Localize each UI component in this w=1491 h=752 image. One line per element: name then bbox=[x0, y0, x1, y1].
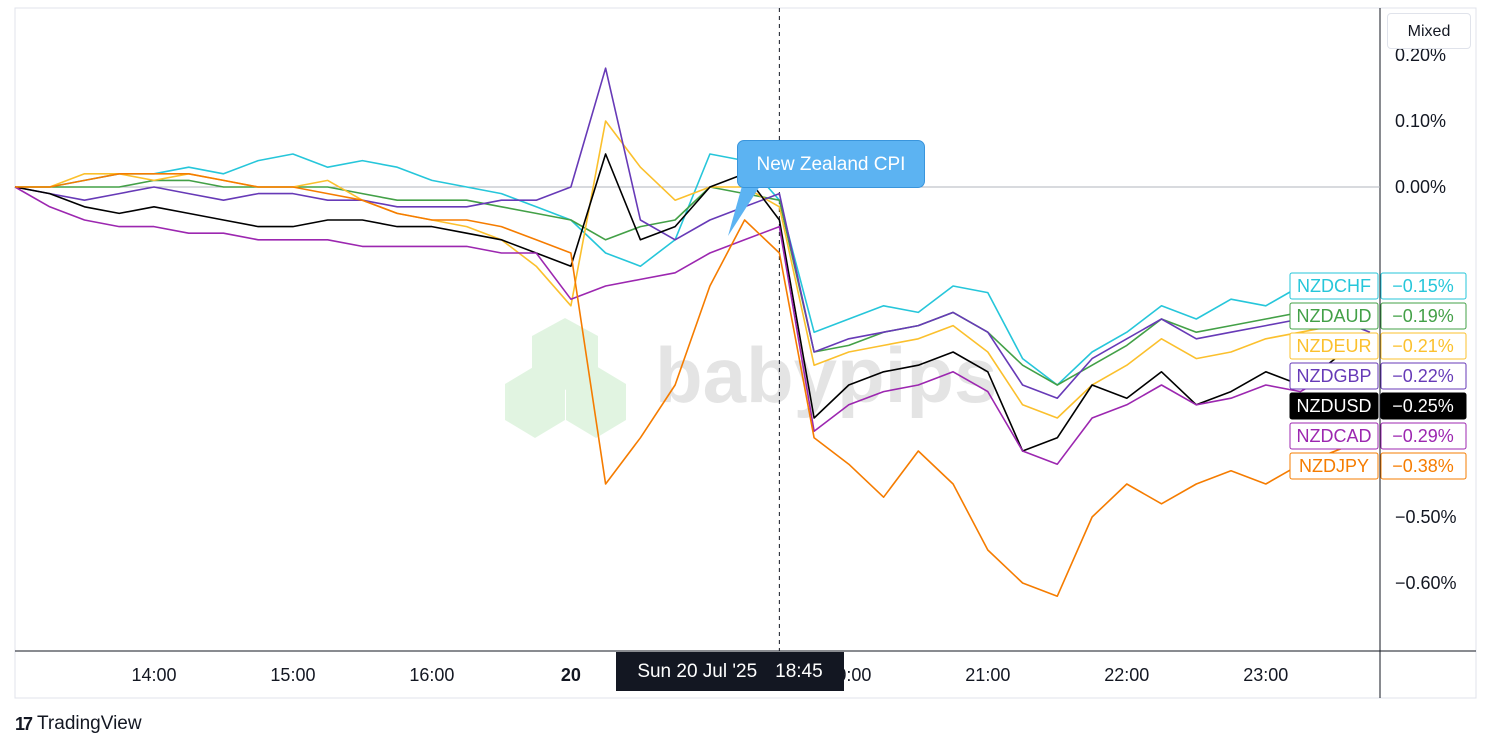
legend-last-value: −0.19% bbox=[1392, 306, 1454, 326]
series-line-nzdjpy[interactable] bbox=[15, 173, 1371, 598]
crosshair-date: Sun 20 Jul '25 bbox=[637, 661, 758, 682]
price-axis[interactable]: 0.20% 0.10% 0.00% −0.50% −0.60% bbox=[1395, 45, 1457, 593]
event-label-new-zealand-cpi[interactable]: New Zealand CPI bbox=[737, 140, 925, 188]
y-tick-label: 0.10% bbox=[1395, 111, 1446, 131]
legend-nzdusd[interactable]: NZDUSD −0.25% bbox=[1289, 392, 1467, 420]
legend-nzdaud[interactable]: NZDAUD −0.19% bbox=[1289, 302, 1467, 330]
legend-last-value: −0.21% bbox=[1392, 336, 1454, 356]
legend-symbol: NZDGBP bbox=[1296, 366, 1371, 386]
crosshair-date-label: Sun 20 Jul '25 18:45 bbox=[616, 652, 844, 691]
legend-symbol: NZDCAD bbox=[1297, 426, 1372, 446]
series-lines bbox=[14, 67, 1371, 598]
y-tick-label: −0.50% bbox=[1395, 507, 1457, 527]
babypips-watermark: babypips bbox=[505, 318, 997, 438]
event-bubble-pointer bbox=[728, 186, 760, 236]
legend-nzdjpy[interactable]: NZDJPY −0.38% bbox=[1289, 452, 1467, 480]
watermark-text: babypips bbox=[655, 331, 997, 419]
legend-nzdeur[interactable]: NZDEUR −0.21% bbox=[1289, 332, 1467, 360]
legend-last-value: −0.29% bbox=[1392, 426, 1454, 446]
tradingview-brand[interactable]: 17 TradingView bbox=[15, 713, 142, 735]
mixed-mode-button[interactable]: Mixed bbox=[1387, 13, 1471, 49]
x-tick-label: 20 bbox=[561, 665, 581, 685]
legend-symbol: NZDCHF bbox=[1297, 276, 1371, 296]
y-tick-label: 0.00% bbox=[1395, 177, 1446, 197]
legend-nzdchf[interactable]: NZDCHF −0.15% bbox=[1289, 272, 1467, 300]
legend-symbol: NZDJPY bbox=[1299, 456, 1369, 476]
series-line-nzdchf[interactable] bbox=[15, 153, 1371, 386]
legend-symbol: NZDAUD bbox=[1297, 306, 1372, 326]
series-line-nzdusd[interactable] bbox=[14, 153, 1371, 452]
x-tick-label: 15:00 bbox=[270, 665, 315, 685]
tradingview-logo-icon: 17 bbox=[15, 713, 33, 734]
legend-nzdgbp[interactable]: NZDGBP −0.22% bbox=[1289, 362, 1467, 390]
y-tick-label: −0.60% bbox=[1395, 573, 1457, 593]
legend-last-value: −0.25% bbox=[1392, 396, 1454, 416]
legend-symbol: NZDUSD bbox=[1297, 396, 1372, 416]
legend-nzdcad[interactable]: NZDCAD −0.29% bbox=[1289, 422, 1467, 450]
legend-last-value: −0.15% bbox=[1392, 276, 1454, 296]
series-line-nzdaud[interactable] bbox=[15, 179, 1371, 386]
series-line-nzdcad[interactable] bbox=[14, 186, 1371, 466]
x-tick-label: 22:00 bbox=[1104, 665, 1149, 685]
legend-symbol: NZDEUR bbox=[1297, 336, 1372, 356]
tradingview-name: TradingView bbox=[37, 713, 142, 734]
x-tick-label: 14:00 bbox=[131, 665, 176, 685]
legend-last-value: −0.38% bbox=[1392, 456, 1454, 476]
chart-frame bbox=[14, 7, 1477, 699]
series-line-nzdgbp[interactable] bbox=[14, 67, 1371, 400]
legend-last-value: −0.22% bbox=[1392, 366, 1454, 386]
x-tick-label: 16:00 bbox=[409, 665, 454, 685]
crosshair-time: 18:45 bbox=[775, 661, 823, 682]
series-legend: NZDCHF −0.15% NZDAUD −0.19% NZDEUR −0.21% NZDG… bbox=[1289, 272, 1467, 480]
x-tick-label: 23:00 bbox=[1243, 665, 1288, 685]
x-tick-label: 21:00 bbox=[965, 665, 1010, 685]
y-tick-label: 0.20% bbox=[1395, 45, 1446, 65]
